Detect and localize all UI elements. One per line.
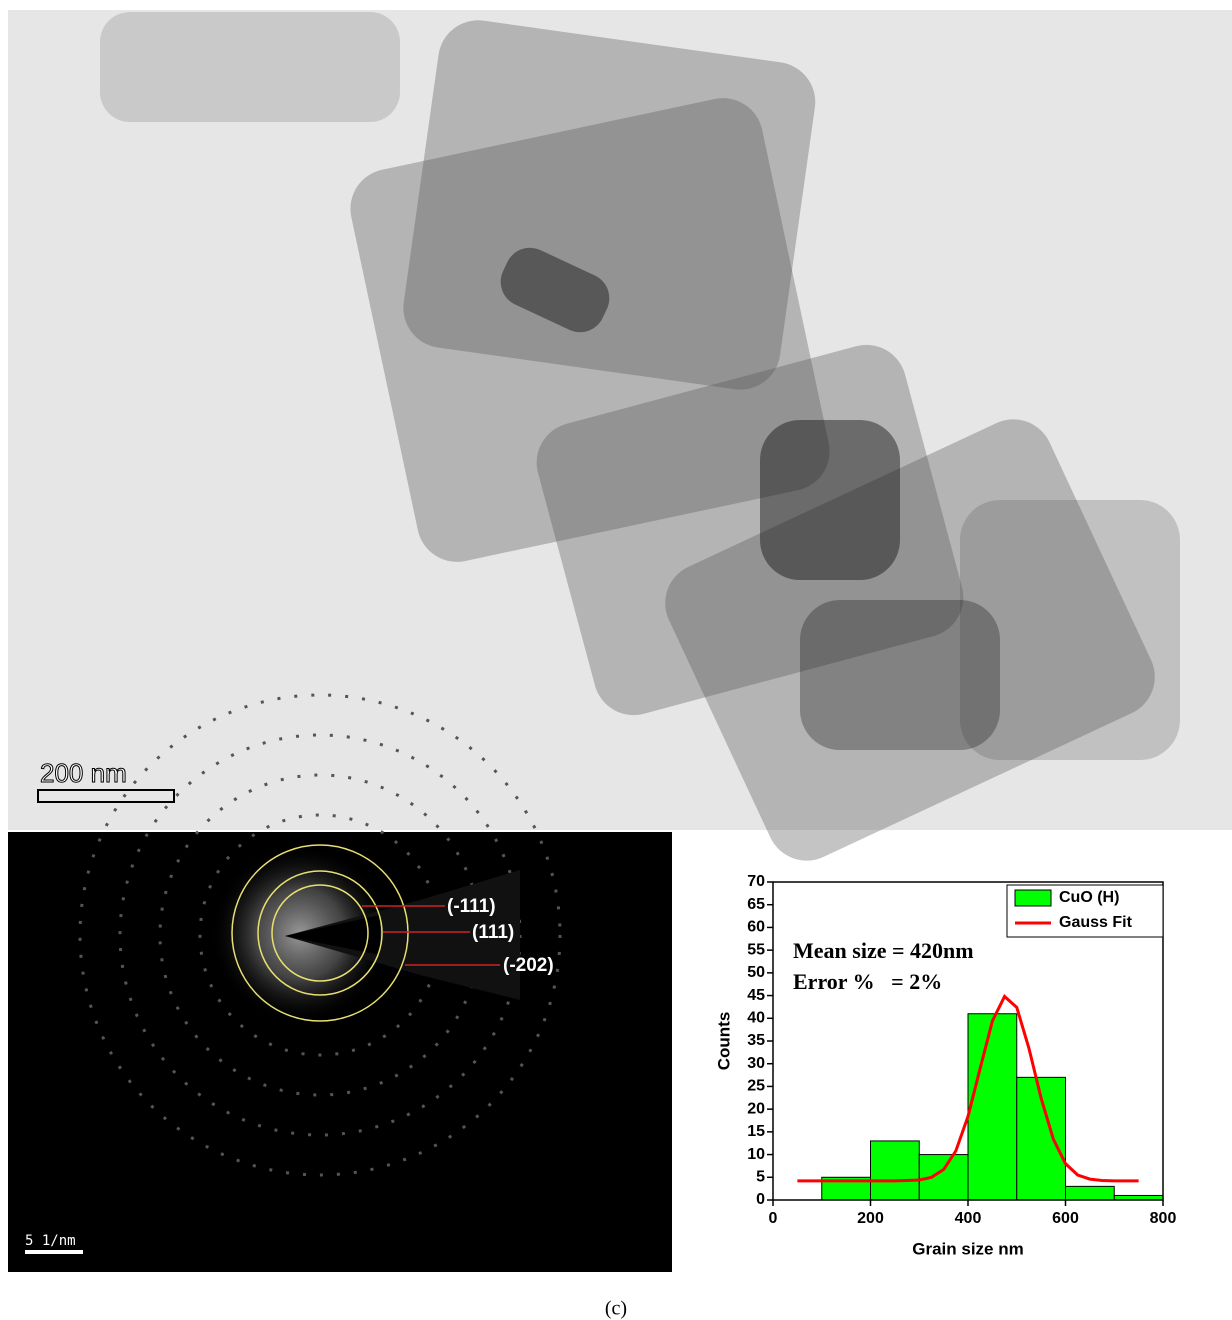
- x-tick-label: 200: [857, 1210, 884, 1227]
- saed-scale-bar: 5 1/nm: [25, 1233, 76, 1249]
- y-tick-label: 15: [747, 1123, 765, 1140]
- x-tick-label: 400: [955, 1210, 982, 1227]
- y-tick-label: 60: [747, 919, 765, 936]
- annotation: Mean size = 420nm: [793, 938, 974, 963]
- y-tick-label: 30: [747, 1055, 765, 1072]
- legend-label: Gauss Fit: [1059, 914, 1133, 931]
- y-tick-label: 0: [756, 1191, 765, 1208]
- y-tick-label: 35: [747, 1032, 765, 1049]
- tem-image: 200 nm: [8, 10, 1232, 874]
- y-axis-label: Counts: [714, 1012, 733, 1071]
- x-axis-label: Grain size nm: [912, 1239, 1023, 1258]
- y-tick-label: 20: [747, 1100, 765, 1117]
- caption: (c): [605, 1298, 627, 1320]
- y-tick-label: 10: [747, 1146, 765, 1163]
- ring-label: (-111): [447, 896, 496, 917]
- histogram-bar: [871, 1141, 920, 1200]
- histogram-bar: [968, 1014, 1017, 1200]
- y-tick-label: 70: [747, 873, 765, 890]
- figure-svg: 200 nm (-111) (111) (-202) 5 1/nm 0 5 10 15…: [0, 0, 1232, 1320]
- y-tick-label: 45: [747, 987, 765, 1004]
- annotation: Error % = 2%: [793, 969, 942, 994]
- x-tick-label: 800: [1150, 1210, 1177, 1227]
- y-tick-label: 65: [747, 896, 765, 913]
- ring-label: (-202): [503, 955, 554, 976]
- figure: 200 nm (-111) (111) (-202) 5 1/nm 0 5 10 15…: [0, 0, 1232, 1320]
- ring-label: (111): [472, 922, 514, 943]
- y-tick-label: 5: [756, 1169, 765, 1186]
- histogram-chart: 0 5 10 15 20 25 30 35 40 45 50 55 60 65 70 0 200 400 600 80…: [714, 873, 1176, 1258]
- y-tick-label: 40: [747, 1010, 765, 1027]
- y-tick-label: 55: [747, 941, 765, 958]
- tem-scale-bar: 200 nm: [40, 758, 127, 788]
- x-tick-label: 600: [1052, 1210, 1079, 1227]
- legend-label: CuO (H): [1059, 889, 1119, 906]
- y-tick-label: 50: [747, 964, 765, 981]
- x-tick-label: 0: [769, 1210, 778, 1227]
- histogram-bar: [1066, 1186, 1115, 1200]
- legend-swatch: [1015, 890, 1051, 906]
- y-tick-label: 25: [747, 1078, 765, 1095]
